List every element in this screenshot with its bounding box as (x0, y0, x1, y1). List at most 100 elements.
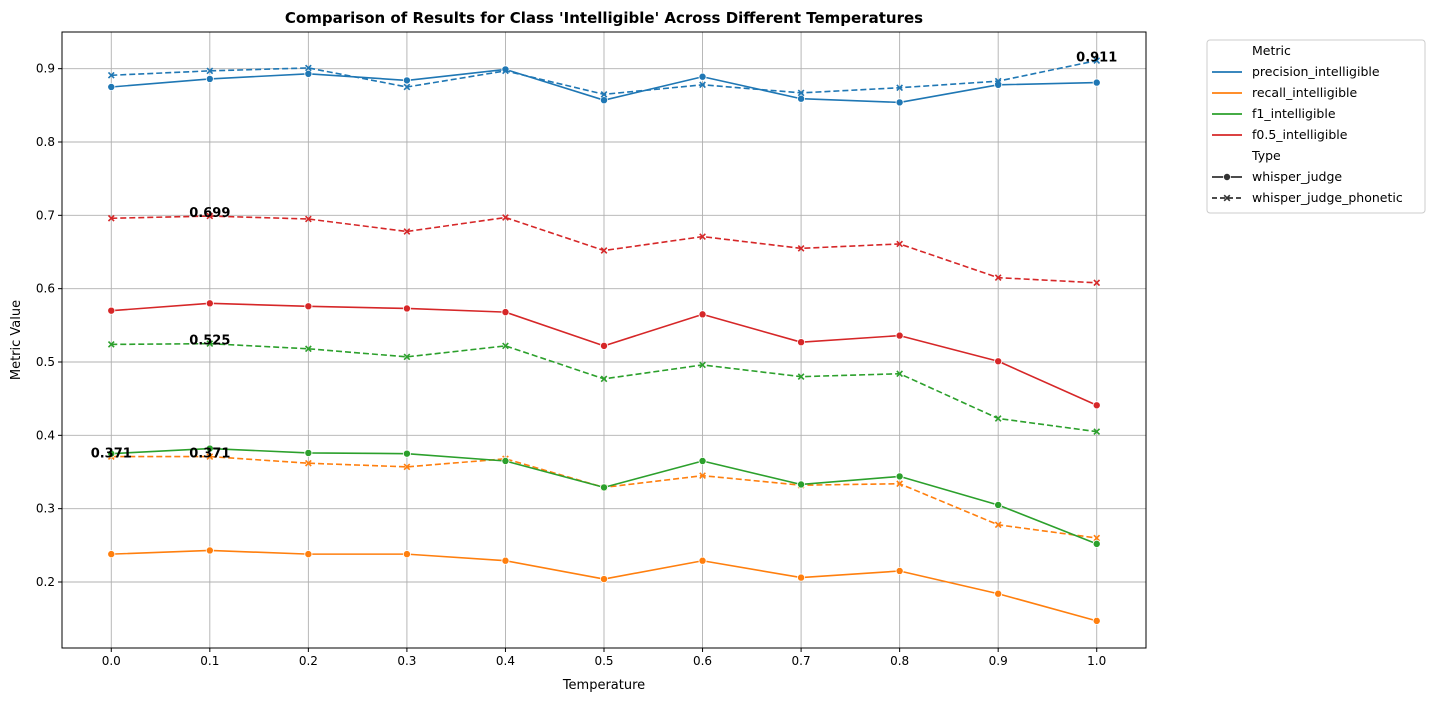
data-point (304, 550, 313, 559)
data-point (304, 345, 312, 353)
x-tick-label: 0.6 (693, 654, 712, 668)
data-point (107, 449, 116, 458)
data-point (107, 550, 116, 559)
chart-title: Comparison of Results for Class 'Intelli… (285, 9, 923, 27)
data-point (698, 310, 707, 319)
data-point (994, 589, 1003, 598)
y-tick-label: 0.3 (36, 502, 55, 516)
data-point (896, 84, 904, 92)
legend-entry: f0.5_intelligible (1252, 127, 1348, 142)
data-point (107, 214, 115, 222)
data-label: 0.699 (189, 206, 230, 221)
legend-entry: recall_intelligible (1252, 85, 1358, 100)
data-point (206, 340, 214, 348)
legend-title-type: Type (1251, 148, 1281, 163)
series-recall_intelligible-whisper_judge (107, 546, 1101, 625)
data-point (206, 67, 214, 75)
data-point (502, 342, 509, 350)
data-point (797, 89, 805, 97)
annotations: 0.911 0.699 0.525 0.371 0.371 (91, 51, 1118, 462)
series-f1_intelligible-whisper_judge (107, 444, 1101, 548)
legend-frame (1206, 39, 1426, 214)
data-point (304, 302, 313, 311)
legend-entry: whisper_judge_phonetic (1252, 190, 1403, 205)
data-point (994, 521, 1002, 529)
x-tick-label: 0.9 (989, 654, 1008, 668)
data-point (895, 567, 904, 576)
data-point (501, 556, 510, 565)
legend-entry: whisper_judge (1252, 169, 1342, 184)
data-point (502, 67, 509, 75)
data-point (895, 472, 904, 481)
x-tick-label: 0.1 (200, 654, 219, 668)
series-precision_intelligible-whisper_judge_phonetic (107, 57, 1101, 98)
data-point (205, 444, 214, 453)
series-precision_intelligible-whisper_judge (107, 65, 1101, 107)
y-tick-label: 0.7 (36, 208, 55, 222)
plot-frame (61, 31, 1147, 649)
y-tick-label: 0.5 (36, 355, 55, 369)
data-point (600, 575, 609, 584)
data-point (600, 341, 609, 350)
data-point (699, 361, 706, 369)
x-tick-label: 0.7 (792, 654, 811, 668)
data-point (994, 80, 1003, 89)
data-point (1093, 279, 1101, 287)
data-label: 0.371 (91, 447, 132, 462)
y-tick-label: 0.9 (36, 62, 55, 76)
data-point (698, 72, 707, 81)
y-tick-label: 0.2 (36, 575, 55, 589)
axis-ticks: 0.0 0.1 0.2 0.3 0.4 0.5 0.6 0.7 0.8 0.9 1.0 0.2 0.3 0… (36, 62, 1106, 668)
data-point (107, 306, 116, 315)
series-f0.5_intelligible-whisper_judge_phonetic (107, 212, 1101, 287)
data-point (994, 77, 1002, 85)
data-point (797, 338, 806, 347)
data-point (402, 304, 411, 313)
data-point (1092, 616, 1101, 625)
data-label: 0.911 (1076, 51, 1117, 66)
data-point (304, 459, 312, 467)
data-point (1092, 539, 1101, 548)
data-point (797, 94, 806, 103)
data-point (403, 228, 411, 235)
data-point (402, 550, 411, 559)
data-point (107, 341, 115, 348)
x-tick-label: 0.5 (594, 654, 613, 668)
data-point (205, 299, 214, 308)
data-point (304, 64, 312, 72)
data-point (797, 244, 805, 252)
y-axis-label: Metric Value (9, 300, 24, 380)
data-point (403, 83, 411, 91)
legend-entry: precision_intelligible (1252, 64, 1380, 79)
x-tick-label: 0.8 (890, 654, 909, 668)
data-point (600, 483, 609, 492)
data-point (699, 472, 706, 480)
data-point (1092, 401, 1101, 410)
x-tick-label: 1.0 (1087, 654, 1106, 668)
x-tick-label: 0.2 (299, 654, 318, 668)
x-tick-label: 0.3 (397, 654, 416, 668)
legend-entry: f1_intelligible (1252, 106, 1336, 121)
data-point (1093, 57, 1101, 64)
series-group (107, 57, 1101, 625)
data-point (600, 96, 609, 105)
data-point (895, 98, 904, 107)
legend-title-metric: Metric (1252, 43, 1291, 58)
data-point (797, 480, 806, 489)
data-point (206, 453, 214, 460)
x-axis-label: Temperature (562, 678, 645, 693)
data-point (994, 500, 1003, 509)
data-point (501, 308, 510, 317)
data-label: 0.525 (189, 334, 230, 349)
data-point (304, 69, 313, 78)
data-point (501, 456, 510, 465)
data-point (994, 357, 1003, 366)
data-point (797, 373, 805, 381)
legend-marker (1223, 194, 1231, 202)
x-tick-label: 0.4 (496, 654, 515, 668)
data-point (698, 556, 707, 565)
data-point (896, 240, 904, 248)
legend-marker (1223, 172, 1232, 181)
data-point (107, 83, 116, 92)
data-point (402, 76, 411, 85)
